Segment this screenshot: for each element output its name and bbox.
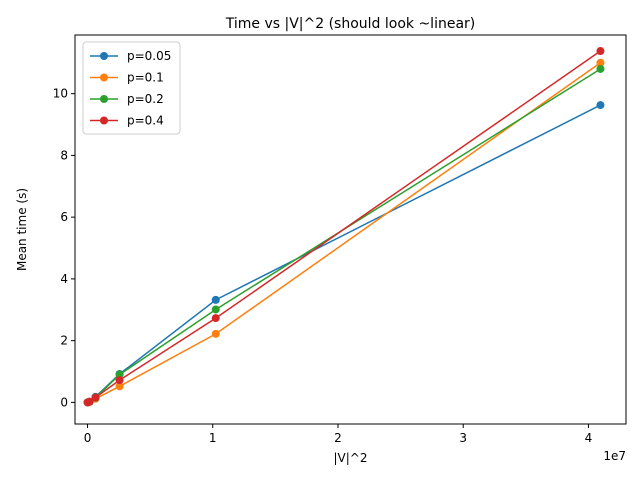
data-point (596, 64, 605, 73)
legend-item: p=0.1 (90, 71, 164, 85)
legend-label: p=0.4 (127, 114, 164, 128)
x-tick-label: 1 (209, 431, 217, 445)
y-tick-label: 6 (60, 210, 68, 224)
legend-box (82, 41, 181, 135)
data-point (115, 382, 124, 391)
y-tick-label: 4 (60, 272, 68, 286)
x-axis-title: |V|^2 (334, 451, 368, 465)
x-tick-label: 3 (459, 431, 467, 445)
legend-item: p=0.05 (90, 49, 171, 63)
data-point (91, 393, 100, 402)
legend: p=0.05 p=0.1 p=0.2 p=0.4 (82, 41, 181, 135)
x-axis-offset-label: 1e7 (603, 449, 626, 463)
series-p=0.4 (83, 47, 605, 407)
y-tick-label: 8 (60, 148, 68, 162)
x-tick-label: 2 (334, 431, 342, 445)
series-p=0.05 (83, 101, 605, 407)
data-point (85, 397, 94, 406)
data-point (211, 295, 220, 304)
chart-title: Time vs |V|^2 (should look ~linear) (225, 16, 476, 32)
y-axis-title: Mean time (s) (15, 188, 29, 271)
series-layer (83, 47, 605, 407)
x-tick-label: 4 (585, 431, 593, 445)
x-tick-label: 0 (84, 431, 92, 445)
data-point (596, 47, 605, 56)
legend-marker (100, 73, 108, 82)
series-line (87, 104, 601, 404)
y-tick-label: 10 (53, 87, 68, 101)
legend-label: p=0.05 (127, 49, 171, 63)
legend-marker (100, 116, 108, 125)
data-point (211, 314, 220, 323)
data-point (115, 376, 124, 385)
legend-label: p=0.1 (127, 71, 164, 85)
data-point (115, 370, 124, 379)
y-tick-label: 0 (60, 395, 68, 409)
legend-marker (100, 52, 108, 60)
data-point (596, 58, 605, 67)
data-point (211, 305, 220, 314)
legend-item: p=0.4 (90, 114, 164, 128)
plot-frame (74, 34, 627, 425)
legend-marker (100, 95, 108, 103)
data-point (596, 101, 605, 110)
y-axis: 0 2 4 6 8 10 (53, 87, 75, 409)
data-point (211, 329, 220, 338)
y-tick-label: 2 (60, 334, 68, 348)
x-axis: 0 1 2 3 4 (84, 424, 593, 445)
legend-item: p=0.2 (90, 92, 164, 106)
legend-label: p=0.2 (127, 92, 164, 106)
